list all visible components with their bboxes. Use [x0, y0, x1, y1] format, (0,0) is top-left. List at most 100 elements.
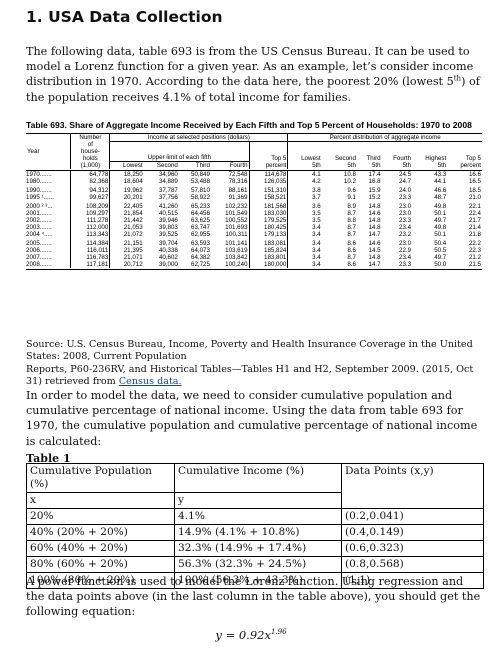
cell-value: 14.7 [357, 261, 382, 268]
cell-value: 158,521 [249, 194, 288, 201]
source-citation: Source: U.S. Census Bureau, Income, Pove… [26, 339, 486, 389]
pct-line: Second [335, 155, 356, 162]
cell-value: 22,405 [110, 201, 144, 210]
table1: Cumulative Population (%) Cumulative Inc… [26, 463, 484, 589]
source-line2: Reports, P60-236RV, and Historical Table… [26, 364, 473, 387]
census-data-link[interactable]: Census data. [119, 376, 182, 387]
cell-value: 22.2 [447, 238, 482, 247]
col-income-fourth: Fourth [211, 161, 249, 169]
cell-value: 8.7 [322, 254, 357, 261]
cell-value: 4.2 [288, 178, 322, 185]
cell-value: 14.7 [357, 231, 382, 238]
cell-value: 21,854 [110, 210, 144, 217]
col-income-lowest: Lowest [110, 161, 144, 169]
table-bottom-rule [26, 269, 482, 270]
cell-value: 8.7 [322, 231, 357, 238]
cell-value: 23.2 [382, 231, 412, 238]
cell-value: 37,756 [144, 194, 179, 201]
cell-value: 21,072 [110, 231, 144, 238]
cell-value: 19,962 [110, 185, 144, 194]
cell-value: 23.4 [382, 224, 412, 231]
cell-value: 3.4 [288, 238, 322, 247]
cell-value: 34,960 [144, 170, 179, 178]
cell-value: 63,625 [179, 217, 211, 224]
cell-value: 14.8 [357, 217, 382, 224]
col-top5-income-header: Top 5 percent [249, 141, 288, 169]
cell-value: 8.6 [322, 238, 357, 247]
cell-value: 64,073 [179, 247, 211, 254]
row-year: 2008....... [26, 261, 71, 268]
cell-value: 24.0 [382, 185, 412, 194]
cell-value: 39,803 [144, 224, 179, 231]
cell-value: 49.8 [412, 224, 447, 231]
cell-value: 183,081 [249, 238, 288, 247]
hh-line: of [88, 141, 93, 148]
cell-value: 50,849 [179, 170, 211, 178]
cell-value: 50.1 [412, 210, 447, 217]
cell-value: 39,000 [144, 261, 179, 268]
cell-value: 62,955 [179, 231, 211, 238]
cell-value: 21.7 [447, 217, 482, 224]
cell-value: 53,488 [179, 178, 211, 185]
cell-value: 46.6 [412, 185, 447, 194]
cell-value: 3.6 [288, 201, 322, 210]
cell-value: 116,011 [71, 247, 110, 254]
cell-value: 18,604 [110, 178, 144, 185]
cell-value: 111,278 [71, 217, 110, 224]
cell-value: 24.7 [382, 178, 412, 185]
income-cell: 56.3% (32.3% + 24.5%) [175, 557, 342, 573]
census-row: 2005....... 114,384 21,151 39,704 63,593 101,… [26, 238, 482, 247]
cell-value: 8.6 [322, 261, 357, 268]
cell-value: 50.0 [412, 261, 447, 268]
point-cell: (0.2,0.041) [342, 509, 484, 525]
cell-value: 40,338 [144, 247, 179, 254]
row-year: 2006....... [26, 247, 71, 254]
cell-value: 3.4 [288, 224, 322, 231]
intro-superscript: th [454, 75, 461, 83]
table1-row: 20% 4.1% (0.2,0.041) [27, 509, 484, 525]
col-pct-lowest: Lowest 5th [288, 141, 322, 169]
cell-value: 40,602 [144, 254, 179, 261]
table1-header-population: Cumulative Population (%) [27, 464, 175, 493]
cell-value: 100,311 [211, 231, 249, 238]
cell-value: 116,783 [71, 254, 110, 261]
cell-value: 8.9 [322, 201, 357, 210]
cell-value: 101,693 [211, 224, 249, 231]
cell-value: 183,801 [249, 254, 288, 261]
cell-value: 18.5 [447, 185, 482, 194]
pct-line: 5th [438, 162, 447, 169]
cell-value: 3.4 [288, 261, 322, 268]
cell-value: 181,568 [249, 201, 288, 210]
cell-value: 20,201 [110, 194, 144, 201]
row-year: 1970....... [26, 170, 71, 178]
cell-value: 114,384 [71, 238, 110, 247]
cell-value: 3.5 [288, 210, 322, 217]
census-row: 2003....... 112,000 21,053 39,803 63,747 101,… [26, 224, 482, 231]
point-cell: (0.6,0.323) [342, 541, 484, 557]
cell-value: 183,030 [249, 210, 288, 217]
cell-value: 63,747 [179, 224, 211, 231]
cell-value: 112,000 [71, 224, 110, 231]
cell-value: 17.4 [357, 170, 382, 178]
cell-value: 65,233 [179, 201, 211, 210]
equation-exponent: 1.96 [271, 628, 287, 636]
cell-value: 103,842 [211, 254, 249, 261]
section-heading: 1. USA Data Collection [26, 8, 223, 26]
cell-value: 22.1 [447, 201, 482, 210]
census-table-693: Table 693. Share of Aggregate Income Rec… [26, 120, 482, 270]
cell-value: 179,133 [249, 231, 288, 238]
cell-value: 63,593 [179, 238, 211, 247]
cell-value: 3.4 [288, 254, 322, 261]
cell-value: 24.5 [382, 170, 412, 178]
cell-value: 14.8 [357, 224, 382, 231]
cell-value: 3.7 [288, 194, 322, 201]
census-row: 1990....... 94,312 19,962 37,787 57,810 88,16… [26, 185, 482, 194]
cell-value: 151,310 [249, 185, 288, 194]
cell-value: 40,515 [144, 210, 179, 217]
cell-value: 64,382 [179, 254, 211, 261]
cell-value: 14.8 [357, 201, 382, 210]
pct-line: percent [460, 162, 481, 169]
cell-value: 185,824 [249, 247, 288, 254]
cell-value: 88,161 [211, 185, 249, 194]
cell-value: 15.2 [357, 194, 382, 201]
